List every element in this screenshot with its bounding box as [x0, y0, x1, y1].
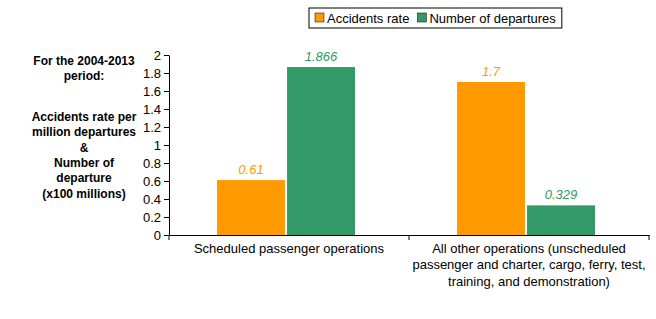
y-tick-mark	[164, 145, 169, 146]
y-label: &	[80, 141, 89, 155]
y-tick: 0.2	[143, 210, 169, 225]
y-tick-label: 0	[154, 228, 161, 243]
y-tick-label: 0.6	[143, 174, 161, 189]
y-tick: 0.6	[143, 174, 169, 189]
bar	[527, 205, 595, 235]
x-separators	[169, 235, 649, 240]
annotation: period:	[64, 69, 105, 83]
y-tick: 2	[154, 48, 169, 63]
y-tick: 1.4	[143, 102, 169, 117]
bars	[217, 67, 595, 235]
x-separator	[649, 235, 650, 240]
legend-swatch	[417, 13, 426, 22]
y-label: Number of	[54, 156, 115, 170]
y-tick-label: 0.2	[143, 210, 161, 225]
y-tick-label: 0.4	[143, 192, 161, 207]
y-tick: 0	[154, 228, 169, 243]
y-axis: 0 0.2 0.4 0.6 0.8 1 1.2 1.4 1.6 1.8 2	[143, 48, 170, 243]
x-axis: Scheduled passenger operations All other …	[170, 235, 650, 289]
legend-label: Accidents rate	[327, 11, 409, 26]
y-tick-mark	[164, 55, 169, 56]
y-tick-label: 1.6	[143, 84, 161, 99]
y-tick-label: 2	[154, 48, 161, 63]
y-tick-label: 1	[154, 138, 161, 153]
y-tick: 1.6	[143, 84, 169, 99]
bar	[457, 82, 525, 235]
y-tick-mark	[164, 181, 169, 182]
y-tick: 1	[154, 138, 169, 153]
annotation: For the 2004-2013	[33, 54, 135, 68]
bar	[287, 67, 355, 235]
x-separator	[409, 235, 410, 240]
y-axis-title: For the 2004-2013period: Accidents rate p…	[32, 54, 137, 201]
y-tick-mark	[164, 109, 169, 110]
y-tick: 1.2	[143, 120, 169, 135]
legend-box	[309, 8, 562, 28]
legend-item: Number of departures	[417, 11, 556, 26]
y-tick-mark	[164, 163, 169, 164]
x-tick-label: All other operations (unscheduledpasseng…	[412, 241, 645, 289]
y-tick: 0.4	[143, 192, 169, 207]
y-label: departure	[56, 171, 112, 185]
y-axis-line	[169, 56, 170, 236]
x-tick: All other operations (unscheduledpasseng…	[412, 235, 645, 289]
data-label: 0.61	[238, 162, 263, 177]
y-tick-mark	[164, 127, 169, 128]
y-tick-label: 1.2	[143, 120, 161, 135]
data-label: 1.866	[305, 49, 338, 64]
chart: 0.61 1.7 1.866 0.329 0 0.2 0.4 0.6 0.8 1 1.2 1.4 1.6…	[0, 0, 656, 319]
y-tick-label: 0.8	[143, 156, 161, 171]
legend-label: Number of departures	[429, 11, 556, 26]
y-tick-label: 1.4	[143, 102, 161, 117]
legend: Accidents rate Number of departures	[309, 8, 562, 28]
y-tick-mark	[164, 235, 169, 236]
legend-swatch	[315, 13, 324, 22]
y-tick-mark	[164, 217, 169, 218]
y-label: Accidents rate per	[32, 110, 137, 124]
y-label: (x100 millions)	[42, 187, 125, 201]
legend-item: Accidents rate	[315, 11, 409, 26]
x-tick: Scheduled passenger operations	[194, 235, 385, 256]
y-tick-mark	[164, 73, 169, 74]
y-label: million departures	[32, 125, 136, 139]
data-labels: 0.61 1.7 1.866 0.329	[238, 49, 577, 202]
y-tick: 0.8	[143, 156, 169, 171]
data-label: 1.7	[482, 64, 501, 79]
y-tick-mark	[164, 91, 169, 92]
y-tick-label: 1.8	[143, 66, 161, 81]
y-tick: 1.8	[143, 66, 169, 81]
x-tick-label: Scheduled passenger operations	[194, 241, 385, 256]
data-label: 0.329	[545, 187, 578, 202]
bar	[217, 180, 285, 235]
y-tick-mark	[164, 199, 169, 200]
x-separator	[169, 235, 170, 240]
